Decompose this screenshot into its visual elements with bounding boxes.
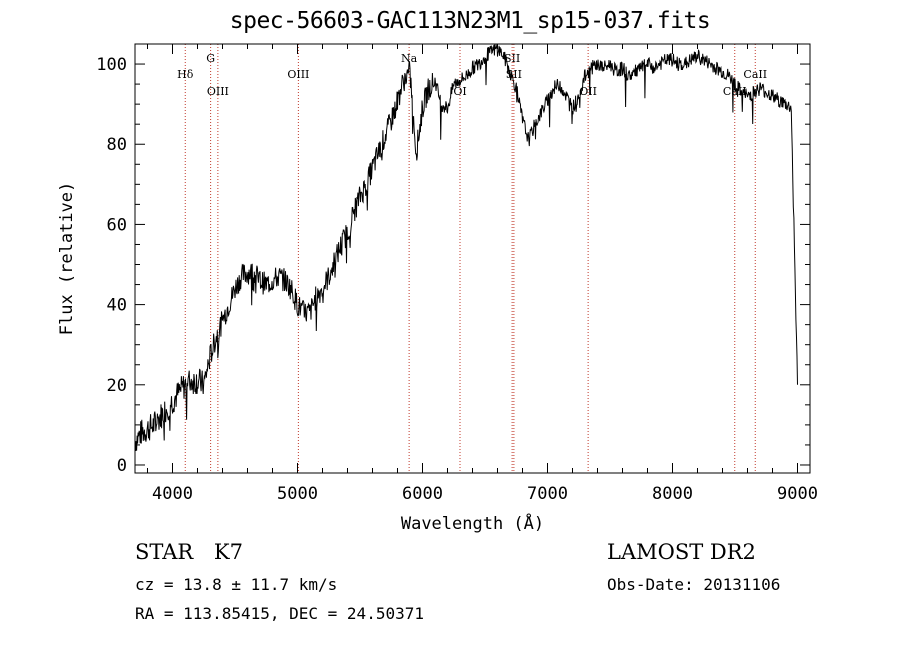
y-tick-label: 80 — [107, 135, 127, 155]
x-tick-label: 5000 — [277, 484, 318, 504]
line-label: Na — [401, 52, 418, 65]
x-tick-label: 9000 — [777, 484, 818, 504]
chart-title: spec-56603-GAC113N23M1_sp15-037.fits — [229, 8, 711, 34]
survey-name: LAMOST DR2 — [607, 540, 756, 564]
x-tick-label: 7000 — [527, 484, 568, 504]
coordinates: RA = 113.85415, DEC = 24.50371 — [135, 604, 424, 623]
x-axis-label: Wavelength (Å) — [401, 512, 544, 534]
line-label: OII — [579, 85, 597, 98]
line-label: G — [206, 52, 215, 65]
spectrum-line — [134, 43, 798, 452]
x-tick-label: 4000 — [152, 484, 193, 504]
line-label: OIII — [207, 85, 229, 98]
line-label: OIII — [287, 68, 309, 81]
line-label: SII — [504, 52, 520, 65]
object-classification: STAR K7 — [135, 540, 243, 564]
x-tick-label: 6000 — [402, 484, 443, 504]
y-axis-label: Flux (relative) — [57, 182, 77, 336]
plot-frame — [134, 43, 811, 474]
y-tick-label: 40 — [107, 296, 127, 316]
line-label: Hδ — [177, 68, 194, 81]
y-tick-label: 100 — [96, 55, 127, 75]
line-label: CaII — [743, 68, 767, 81]
y-tick-label: 60 — [107, 215, 127, 235]
redshift-velocity: cz = 13.8 ± 11.7 km/s — [135, 575, 338, 594]
observation-date: Obs-Date: 20131106 — [607, 575, 781, 594]
y-tick-label: 0 — [117, 456, 127, 476]
line-label: OI — [453, 85, 466, 98]
y-tick-label: 20 — [107, 376, 127, 396]
x-tick-label: 8000 — [652, 484, 693, 504]
spectral-subclass: K7 — [213, 540, 243, 564]
object-type: STAR — [135, 540, 194, 564]
